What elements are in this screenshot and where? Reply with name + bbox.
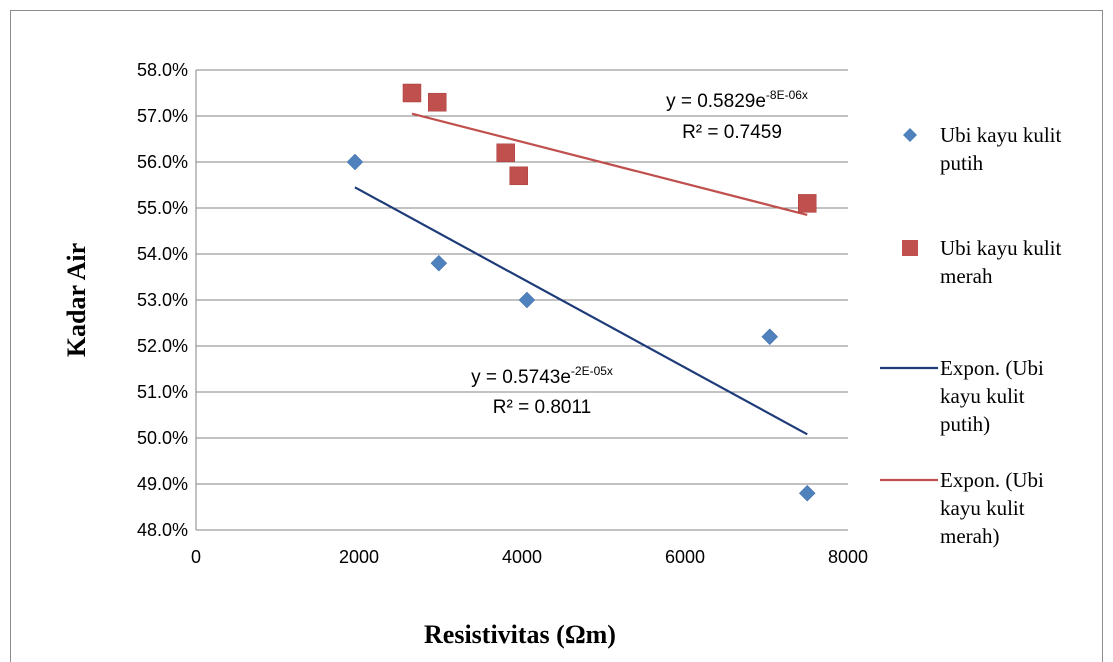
legend-label: putih)	[940, 412, 990, 436]
x-axis-title: Resistivitas (Ωm)	[424, 620, 616, 649]
x-tick-label: 6000	[665, 547, 705, 567]
data-points	[346, 83, 817, 502]
legend-label: merah	[940, 264, 993, 288]
y-tick-label: 55.0%	[137, 198, 188, 218]
equation-exponent: -8E-06x	[766, 88, 808, 102]
y-tick-label: 50.0%	[137, 428, 188, 448]
trend-equation: y = 0.5829e-8E-06x	[666, 88, 808, 112]
gridlines	[195, 69, 848, 531]
legend-label: putih	[940, 151, 984, 175]
legend-marker-putih	[903, 128, 917, 142]
trendline-merah	[411, 112, 808, 216]
point-putih	[346, 153, 364, 171]
chart-frame	[10, 10, 1103, 662]
trendlines	[354, 112, 808, 436]
point-merah	[427, 92, 447, 112]
y-tick-label: 48.0%	[137, 520, 188, 540]
legend-label: kayu kulit	[940, 384, 1025, 408]
point-putih	[518, 291, 536, 309]
legend: Ubi kayu kulit putih Ubi kayu kulit merah Ex…	[880, 123, 1061, 548]
x-tick-label: 8000	[828, 547, 868, 567]
y-tick-labels: 48.0% 49.0% 50.0% 51.0% 52.0% 53.0% 54.0% 55.0%…	[137, 60, 188, 540]
y-tick-label: 56.0%	[137, 152, 188, 172]
point-merah	[402, 83, 422, 103]
trend-equation: y = 0.5743e-2E-05x	[471, 364, 613, 388]
x-tick-label: 2000	[339, 547, 379, 567]
x-tick-label: 4000	[502, 547, 542, 567]
legend-label: Expon. (Ubi	[940, 468, 1044, 492]
legend-label: Expon. (Ubi	[940, 356, 1044, 380]
legend-label: Ubi kayu kulit	[940, 236, 1061, 260]
equation-base: y = 0.5829e	[666, 91, 766, 112]
y-tick-label: 54.0%	[137, 244, 188, 264]
point-putih	[761, 328, 779, 346]
point-putih	[430, 254, 448, 272]
point-merah	[509, 166, 528, 186]
point-putih	[798, 484, 816, 502]
legend-marker-merah	[902, 240, 918, 256]
x-tick-labels: 0 2000 4000 6000 8000	[191, 547, 868, 567]
y-tick-label: 49.0%	[137, 474, 188, 494]
y-axis-title: Kadar Air	[62, 243, 91, 357]
y-tick-label: 57.0%	[137, 106, 188, 126]
legend-label: merah)	[940, 524, 999, 548]
equation-exponent: -2E-05x	[571, 364, 613, 378]
point-merah	[798, 194, 817, 213]
point-merah	[496, 143, 515, 163]
trend-equations: y = 0.5743e-2E-05x R² = 0.8011 y = 0.5829e…	[471, 88, 808, 418]
y-tick-label: 53.0%	[137, 290, 188, 310]
y-tick-label: 52.0%	[137, 336, 188, 356]
y-tick-label: 51.0%	[137, 382, 188, 402]
trendline-putih	[354, 186, 808, 436]
x-tick-label: 0	[191, 547, 201, 567]
equation-base: y = 0.5743e	[471, 367, 571, 388]
legend-label: Ubi kayu kulit	[940, 123, 1061, 147]
trend-r-squared: R² = 0.7459	[682, 122, 782, 143]
trend-r-squared: R² = 0.8011	[493, 397, 591, 418]
legend-label: kayu kulit	[940, 496, 1025, 520]
y-tick-label: 58.0%	[137, 60, 188, 80]
